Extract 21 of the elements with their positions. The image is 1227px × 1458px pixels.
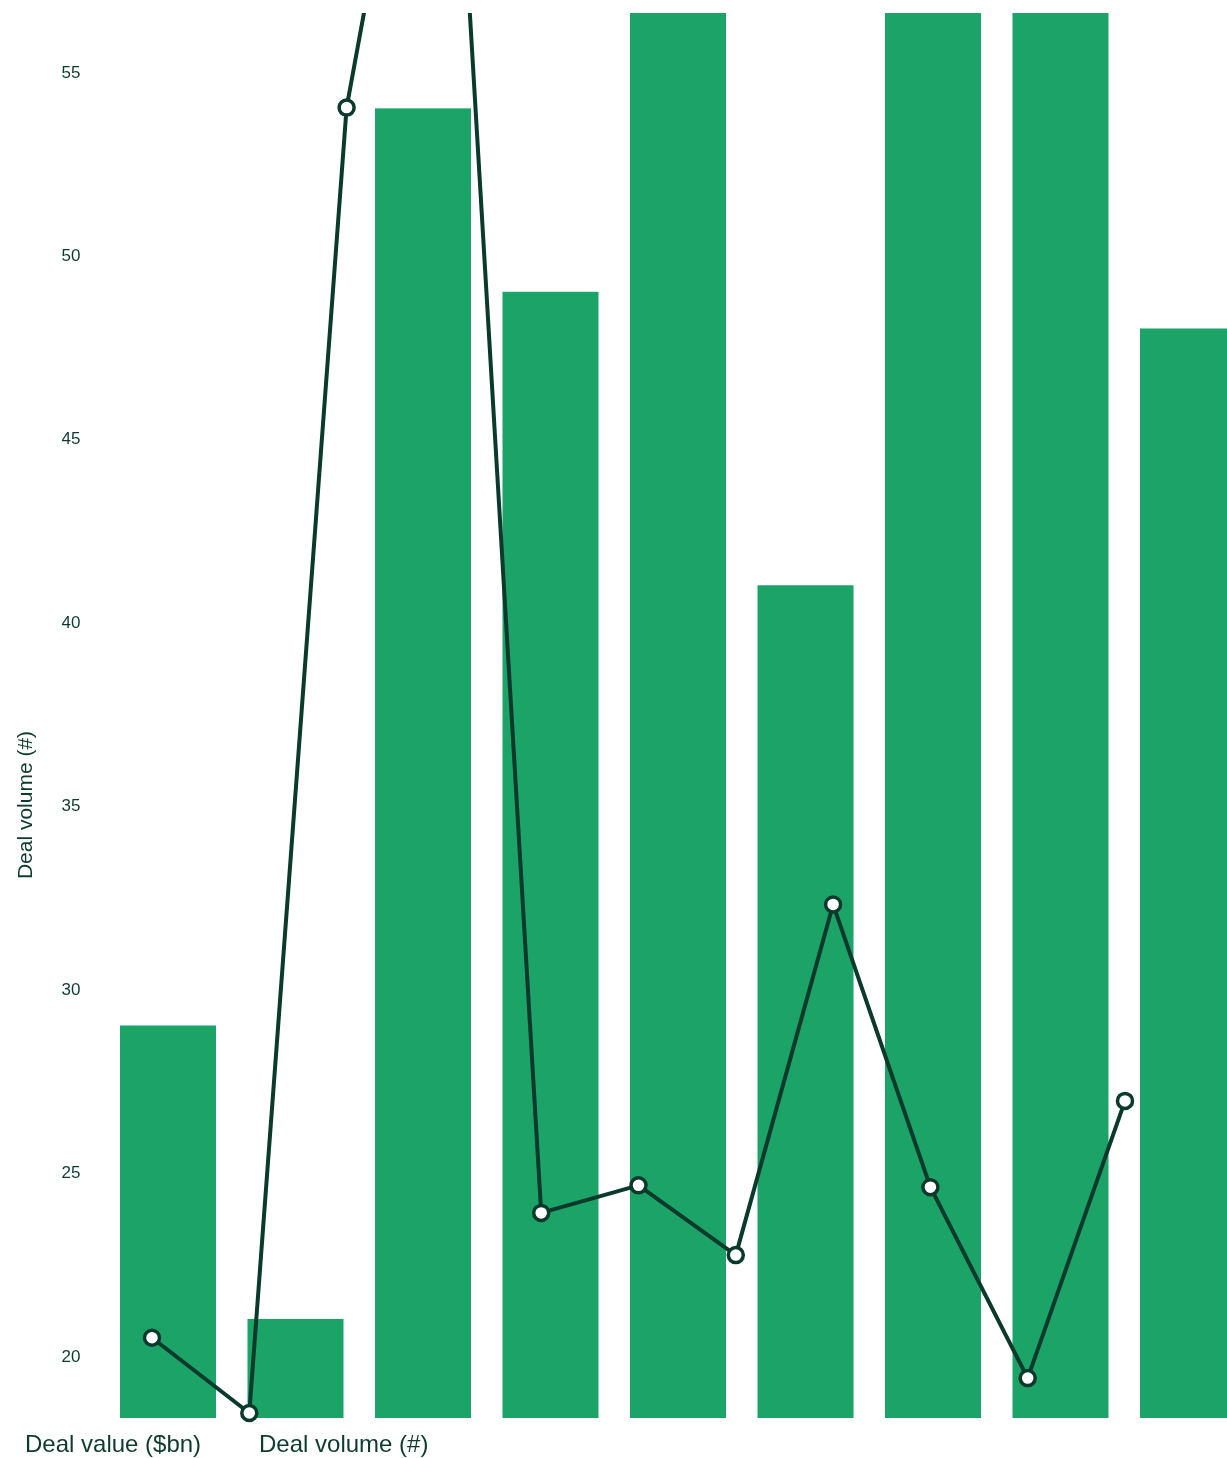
point [531,1203,551,1223]
y-axis-title: Deal volume (#) [13,730,36,880]
y-tick-label: 25 [61,1163,81,1183]
point [921,1177,940,1197]
point [1018,1368,1037,1388]
point [240,1403,259,1423]
series-label: Deal value ($bn) [25,1430,202,1457]
point [823,895,843,914]
series-label: Deal volume (#) [259,1430,429,1457]
y-tick-label: 20 [61,1346,81,1366]
y-tick-label: 55 [61,62,81,82]
point [142,1328,162,1347]
y-tick-label: 35 [61,796,81,816]
point [726,1245,746,1265]
y-tick-label: 40 [61,612,81,632]
y-tick-label: 50 [61,246,81,266]
point [337,98,356,117]
y-tick-label: 45 [61,429,81,449]
point [1115,1091,1135,1111]
y-tick-label: 30 [61,979,81,999]
point [629,1176,648,1195]
